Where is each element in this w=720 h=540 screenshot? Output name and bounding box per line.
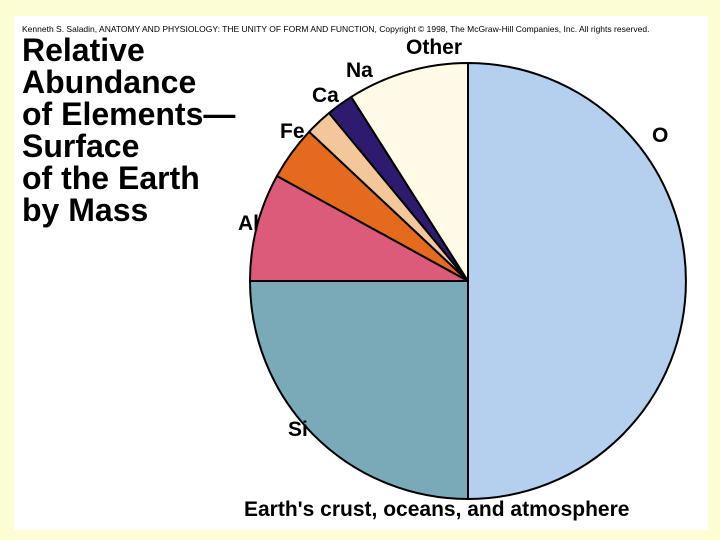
chart-caption: Earth's crust, oceans, and atmosphere [244, 498, 630, 521]
slice-label-o: O [652, 124, 668, 147]
title-line-5: of the Earth [22, 160, 200, 196]
title-line-4: Surface [22, 128, 140, 164]
slice-label-na: Na [346, 59, 373, 82]
slice-label-si: Si [288, 418, 308, 441]
chart-title: Relative Abundance of Elements— Surface … [22, 34, 235, 226]
pie-slice-o [467, 62, 687, 500]
title-line-3: of Elements— [22, 96, 236, 132]
title-line-1: Relative [22, 32, 145, 68]
copyright-credit: Kenneth S. Saladin, ANATOMY AND PHYSIOLO… [22, 24, 650, 34]
pie-slice-si [249, 280, 469, 500]
title-line-6: by Mass [22, 192, 149, 228]
title-line-2: Abundance [22, 64, 197, 100]
pie-slice-other [350, 62, 469, 282]
slice-label-fe: Fe [280, 120, 305, 143]
slice-label-ca: Ca [312, 84, 339, 107]
pie-slice-al [249, 174, 469, 282]
slice-label-al: Al [238, 212, 259, 235]
slice-label-other: Other [406, 36, 462, 59]
